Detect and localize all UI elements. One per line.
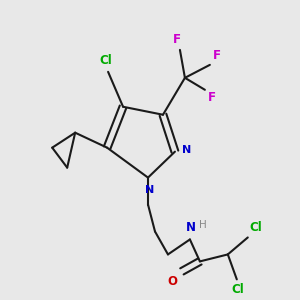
Text: Cl: Cl	[250, 221, 262, 235]
Text: N: N	[182, 145, 191, 155]
Text: F: F	[173, 33, 181, 46]
Text: Cl: Cl	[100, 54, 112, 67]
Text: N: N	[186, 221, 196, 235]
Text: N: N	[146, 184, 154, 195]
Text: F: F	[208, 91, 216, 104]
Text: F: F	[213, 49, 221, 62]
Text: H: H	[199, 220, 207, 230]
Text: Cl: Cl	[231, 284, 244, 296]
Text: O: O	[167, 275, 177, 288]
